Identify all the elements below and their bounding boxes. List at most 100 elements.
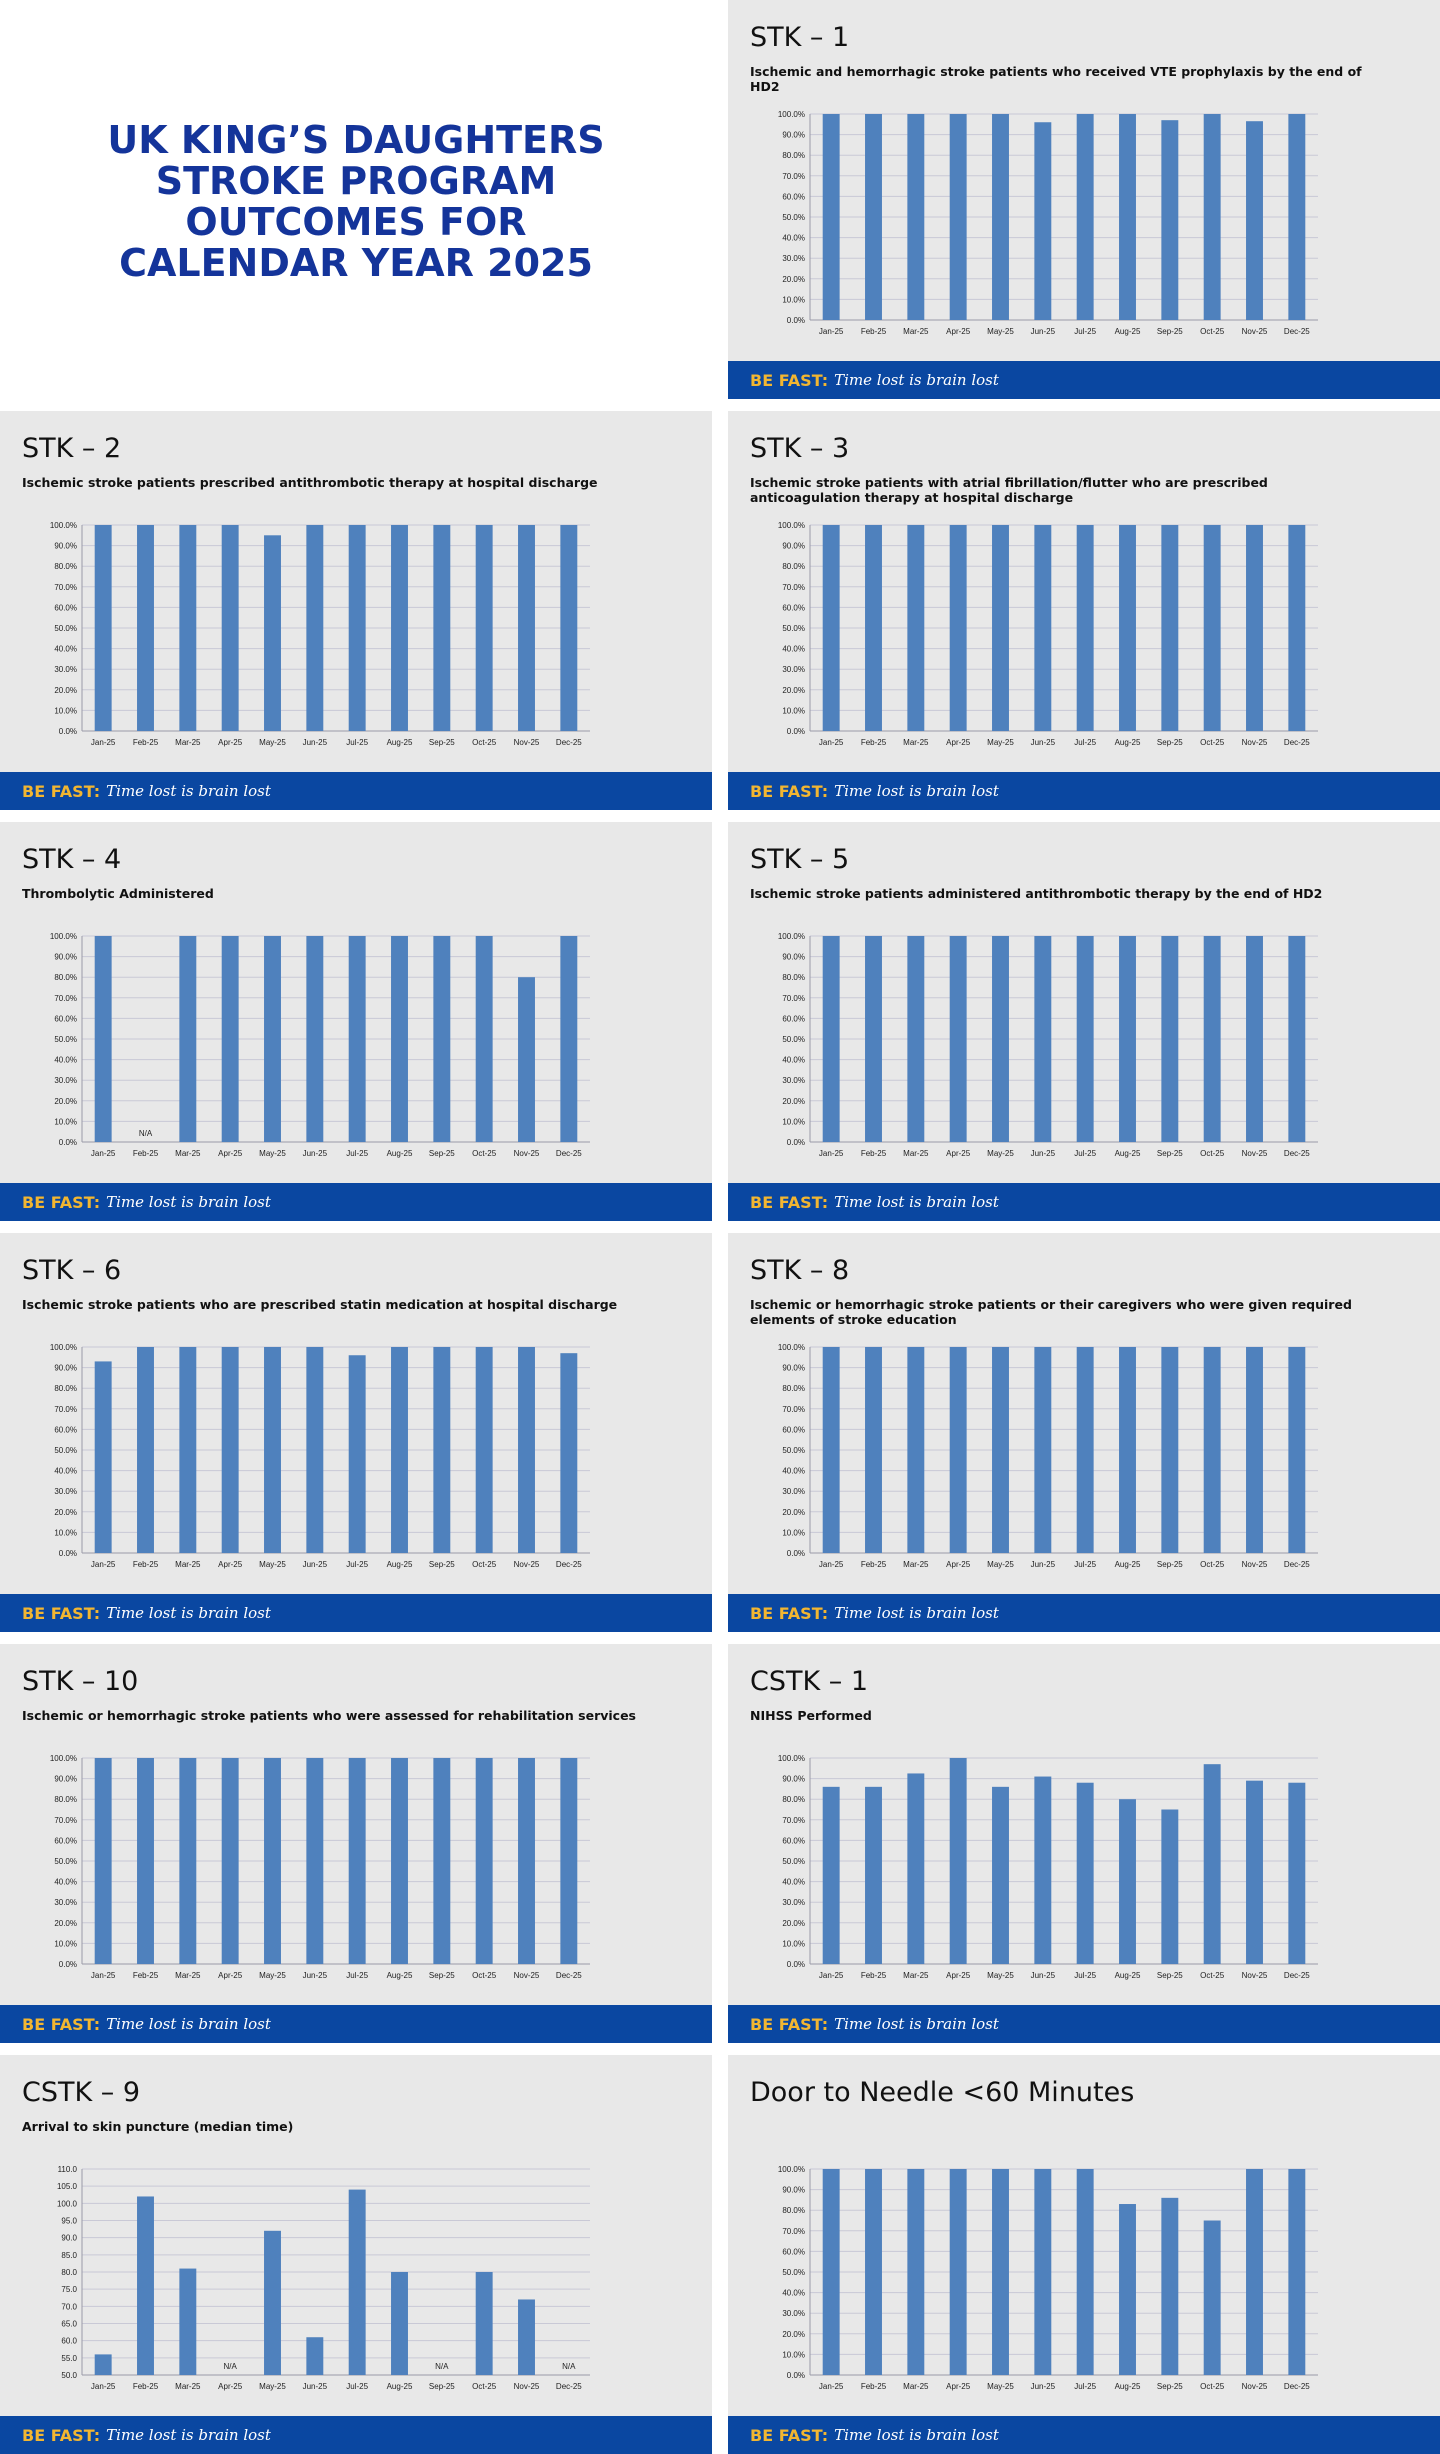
footer-slogan: Time lost is brain lost [834, 1604, 999, 1622]
x-tick-label: May-25 [987, 1149, 1014, 1158]
x-tick-label: Oct-25 [1200, 1971, 1225, 1980]
footer-slogan: Time lost is brain lost [106, 2426, 271, 2444]
y-tick-label: 70.0% [782, 994, 805, 1003]
bar [992, 525, 1009, 731]
y-tick-label: 70.0% [54, 994, 77, 1003]
footer-bar: BE FAST: Time lost is brain lost [728, 1594, 1440, 1632]
x-tick-label: Feb-25 [861, 1971, 887, 1980]
x-tick-label: Jul-25 [346, 2382, 368, 2391]
x-tick-label: Apr-25 [218, 738, 243, 747]
y-tick-label: 50.0% [782, 2268, 805, 2277]
x-tick-label: Nov-25 [514, 1560, 540, 1569]
chart-title: STK – 1 [750, 22, 850, 53]
y-tick-label: 20.0% [54, 686, 77, 695]
x-tick-label: Jun-25 [303, 1971, 328, 1980]
footer-label: BE FAST: [750, 1192, 829, 1212]
chart-title: STK – 4 [22, 844, 122, 875]
x-tick-label: Oct-25 [472, 738, 497, 747]
bar [1246, 936, 1263, 1142]
bar [221, 936, 239, 1142]
y-tick-label: 80.0% [782, 562, 805, 571]
y-tick-label: 60.0% [54, 1836, 77, 1845]
footer-label: BE FAST: [22, 2014, 101, 2034]
bar [1119, 936, 1136, 1142]
x-tick-label: Sep-25 [429, 1971, 455, 1980]
bar [822, 1347, 840, 1553]
y-tick-label: 90.0% [54, 1364, 77, 1373]
bar [907, 114, 925, 320]
y-tick-label: 30.0% [782, 1898, 805, 1907]
chart-subtitle: Ischemic stroke patients who are prescri… [22, 1297, 618, 1312]
bar [907, 2169, 925, 2375]
y-tick-label: 70.0% [782, 583, 805, 592]
bar [1119, 2204, 1136, 2375]
x-tick-label: Apr-25 [946, 738, 971, 747]
title-line: UK KING’S DAUGHTERS [107, 118, 605, 162]
bar [1076, 936, 1094, 1142]
y-tick-label: 100.0 [57, 2199, 78, 2208]
x-tick-label: Nov-25 [1242, 2382, 1268, 2391]
bar [1246, 525, 1263, 731]
x-tick-label: Feb-25 [861, 738, 887, 747]
y-tick-label: 40.0% [54, 1056, 77, 1065]
bar [306, 936, 324, 1142]
bar [179, 1758, 197, 1964]
bar [1034, 936, 1052, 1142]
footer-slogan: Time lost is brain lost [834, 1193, 999, 1211]
x-tick-label: Jun-25 [303, 2382, 328, 2391]
chart: 0.0% 10.0% 20.0% 30.0% 40.0% 50.0% 60.0% 70.0% 8… [50, 1343, 590, 1569]
y-tick-label: 20.0% [54, 1919, 77, 1928]
x-tick-label: May-25 [259, 738, 286, 747]
x-tick-label: Jan-25 [819, 738, 844, 747]
bar [518, 977, 535, 1142]
bar [1288, 936, 1306, 1142]
y-tick-label: 80.0% [782, 1795, 805, 1804]
x-tick-label: Jul-25 [1074, 1149, 1096, 1158]
x-tick-label: Apr-25 [946, 1149, 971, 1158]
title-line: STROKE PROGRAM [155, 159, 557, 203]
bar [264, 1758, 281, 1964]
chart-title: Door to Needle <60 Minutes [750, 2077, 1135, 2108]
x-tick-label: Oct-25 [1200, 1149, 1225, 1158]
x-tick-label: Nov-25 [514, 1971, 540, 1980]
y-tick-label: 85.0 [61, 2251, 77, 2260]
y-tick-label: 0.0% [787, 1960, 805, 1969]
x-tick-label: Oct-25 [1200, 738, 1225, 747]
x-tick-label: Nov-25 [514, 738, 540, 747]
y-tick-label: 90.0% [54, 1775, 77, 1784]
y-tick-label: 40.0% [54, 1878, 77, 1887]
bar [1246, 121, 1263, 321]
bar [518, 2299, 535, 2375]
x-tick-label: Sep-25 [1157, 327, 1183, 336]
x-tick-label: May-25 [987, 1971, 1014, 1980]
bar [94, 936, 112, 1142]
bar [949, 1758, 967, 1964]
x-tick-label: Jul-25 [346, 1971, 368, 1980]
y-tick-label: 100.0% [778, 521, 805, 530]
bar [907, 525, 925, 731]
value-label: N/A [223, 2362, 237, 2371]
y-tick-label: 60.0% [782, 192, 805, 201]
x-tick-label: Feb-25 [861, 1149, 887, 1158]
chart-panel: STK – 10 Ischemic or hemorrhagic stroke p… [0, 1644, 712, 2043]
footer-bar: BE FAST: Time lost is brain lost [0, 1183, 712, 1221]
chart-panel: STK – 6 Ischemic stroke patients who are … [0, 1233, 712, 1632]
y-tick-label: 50.0% [54, 1446, 77, 1455]
bar [1161, 1347, 1179, 1553]
y-tick-label: 30.0% [782, 2309, 805, 2318]
x-tick-label: Nov-25 [1242, 1971, 1268, 1980]
x-tick-label: Jan-25 [91, 1971, 116, 1980]
x-tick-label: Mar-25 [175, 738, 201, 747]
y-tick-label: 105.0 [57, 2182, 78, 2191]
y-tick-label: 100.0% [50, 932, 77, 941]
bar [949, 936, 967, 1142]
bar [137, 2196, 154, 2375]
bar [179, 936, 197, 1142]
bar [1161, 120, 1179, 321]
y-tick-label: 10.0% [54, 1117, 77, 1126]
chart-subtitle: NIHSS Performed [750, 1708, 872, 1723]
x-tick-label: Aug-25 [1115, 327, 1141, 336]
x-tick-label: Jan-25 [91, 1149, 116, 1158]
x-tick-label: Dec-25 [1284, 327, 1310, 336]
